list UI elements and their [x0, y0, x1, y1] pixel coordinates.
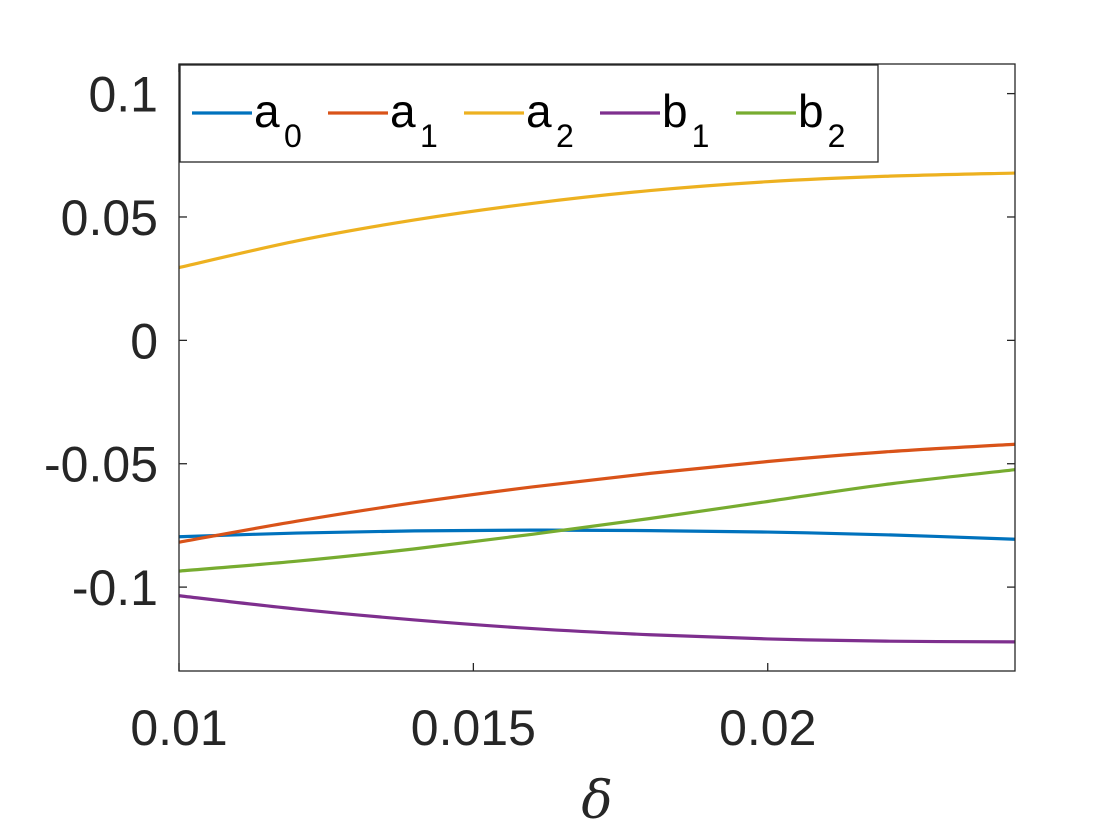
y-tick-label: -0.1: [72, 560, 158, 616]
y-tick-label: 0.05: [61, 190, 158, 246]
legend-subscript-a0: 0: [284, 118, 302, 154]
series-line-b2: [178, 468, 1016, 573]
legend-label-a1: a: [390, 85, 416, 137]
series-lines: [178, 171, 1016, 644]
plot-area: [179, 64, 1015, 671]
y-tick-label: 0.1: [88, 67, 158, 123]
legend-label-b2: b: [798, 85, 824, 137]
y-tick-label: 0: [130, 313, 158, 369]
series-line-a0: [178, 528, 1016, 541]
axes: 0.01 0.015 0.02 0.1 0.05 0 -0.05 -0.1 δ: [44, 63, 1016, 831]
legend-subscript-b2: 2: [828, 118, 846, 154]
series-line-a1: [178, 442, 1016, 544]
x-tick-label: 0.01: [130, 700, 227, 756]
legend-label-a2: a: [526, 85, 552, 137]
y-tick-label: -0.05: [44, 437, 158, 493]
legend-label-b1: b: [662, 85, 688, 137]
legend-subscript-b1: 1: [692, 118, 710, 154]
x-tick-label: 0.02: [719, 700, 816, 756]
series-line-b1: [178, 594, 1016, 644]
x-axis-label: δ: [581, 771, 612, 831]
axes-box: [178, 63, 1016, 672]
plot-background: [179, 64, 1015, 671]
series-line-a2: [178, 171, 1016, 270]
x-tick-label: 0.015: [411, 700, 536, 756]
legend-subscript-a1: 1: [420, 118, 438, 154]
legend-label-a0: a: [254, 85, 280, 137]
legend-subscript-a2: 2: [556, 118, 574, 154]
